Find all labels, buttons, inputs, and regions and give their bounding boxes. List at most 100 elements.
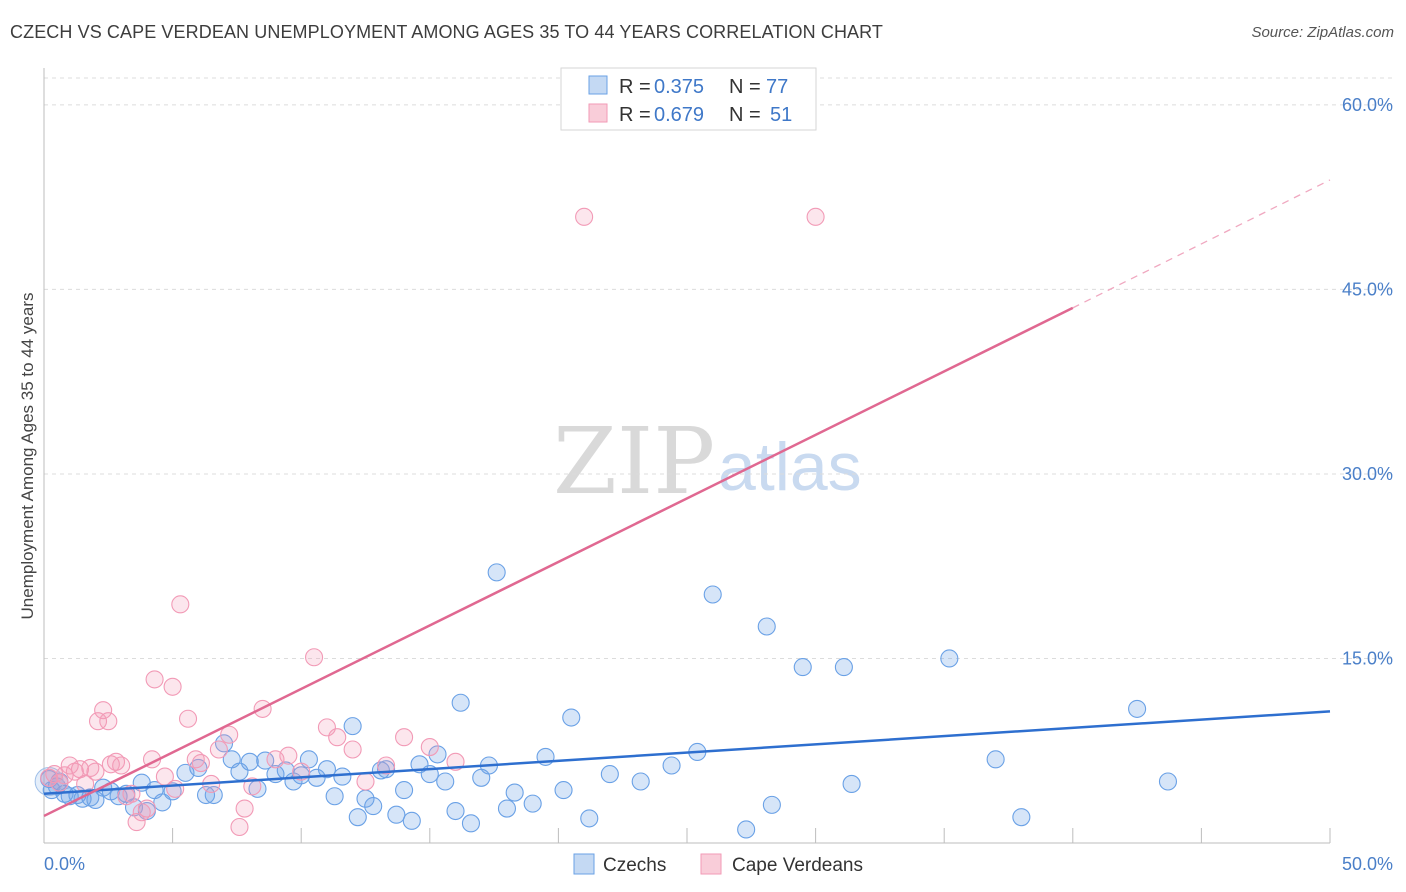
cape-verdean-point (112, 756, 131, 775)
czech-point (793, 658, 812, 677)
cape-verdean-point (806, 207, 825, 226)
czech-point (428, 745, 447, 764)
czech-point (1128, 699, 1147, 718)
legend-n-value-czech: 77 (766, 76, 788, 98)
czech-point (395, 781, 414, 800)
cape-verdean-point (235, 799, 254, 818)
cape-verdean-trend-extension (1072, 179, 1331, 309)
czech-point (364, 797, 383, 816)
legend-r-label-cape: R = (619, 104, 651, 126)
source-label: Source: ZipAtlas.com (1251, 24, 1394, 41)
cape-verdean-point (395, 728, 414, 747)
legend-n-label-czech: N = (729, 76, 761, 98)
y-ticks: 15.0% 30.0% 45.0% 60.0% (1342, 95, 1393, 669)
legend-r-value-cape: 0.679 (654, 104, 704, 126)
cape-verdean-point (220, 725, 239, 744)
watermark-atlas: atlas (718, 429, 862, 505)
cape-verdean-point (171, 595, 190, 614)
czech-point (600, 765, 619, 784)
cape-verdean-point (127, 813, 146, 832)
watermark-zip: ZIP (553, 408, 715, 515)
grid-lines (44, 77, 1392, 659)
y-tick-label: 60.0% (1342, 95, 1393, 115)
czech-point (163, 782, 182, 801)
cape-verdean-point (377, 756, 396, 775)
czech-point (703, 585, 722, 604)
czech-point (497, 799, 517, 818)
y-tick-label: 15.0% (1342, 648, 1393, 668)
cape-verdean-trend-line (43, 306, 1074, 818)
trend-lines (43, 179, 1331, 818)
series-swatch-cape-verdeans (700, 853, 722, 875)
czech-point (834, 658, 853, 677)
czech-point (333, 767, 352, 786)
cape-verdean-point (420, 737, 439, 757)
czech-point (325, 787, 344, 806)
czech-point (523, 794, 542, 813)
czech-trend-line (43, 710, 1331, 796)
czech-point (451, 693, 470, 712)
czech-point (196, 785, 216, 805)
czech-point (762, 795, 781, 814)
cape-verdean-point (166, 779, 185, 798)
cape-verdean-point (145, 670, 164, 689)
legend-swatch-cape (588, 103, 608, 123)
series-legend: Czechs Cape Verdeans (573, 853, 863, 876)
legend-n-value-cape: 51 (770, 104, 792, 126)
cape-verdean-point (99, 712, 118, 731)
x-ticks: 0.0% 50.0% (44, 828, 1393, 874)
czech-point (505, 783, 524, 802)
cape-verdean-point (575, 207, 594, 226)
cape-verdean-point (137, 799, 156, 818)
cape-verdean-points (40, 207, 825, 837)
czech-point (317, 760, 336, 779)
cape-verdean-point (356, 772, 375, 791)
czech-point (402, 811, 421, 830)
cape-verdean-point (230, 817, 249, 837)
cape-verdean-point (305, 648, 324, 667)
czech-point (343, 717, 362, 736)
correlation-legend: R = 0.375 N = 77 R = 0.679 N = 51 (560, 67, 817, 131)
czech-point (737, 820, 756, 839)
legend-r-label-czech: R = (619, 76, 651, 98)
cape-verdean-point (65, 762, 84, 781)
czech-point (986, 750, 1005, 769)
czech-point (662, 756, 681, 775)
czech-point (554, 781, 573, 800)
cape-verdean-point (191, 753, 210, 773)
czech-point (1012, 808, 1031, 827)
czech-point (461, 814, 481, 833)
czech-point (487, 563, 506, 582)
legend-r-value-czech: 0.375 (654, 76, 704, 98)
y-tick-label: 30.0% (1342, 464, 1393, 484)
czech-point (842, 774, 861, 794)
czech-point (757, 617, 776, 636)
cape-verdean-point (163, 677, 182, 696)
cape-verdean-point (209, 740, 228, 759)
cape-verdean-point (94, 701, 113, 720)
x-tick-label: 50.0% (1342, 854, 1393, 874)
cape-verdean-point (86, 762, 105, 781)
legend-n-label-cape: N = (729, 104, 761, 126)
czech-point (436, 772, 455, 791)
series-label-cape-verdeans: Cape Verdeans (732, 855, 863, 876)
x-tick-label: 0.0% (44, 854, 85, 874)
czech-points (34, 563, 1178, 839)
series-label-czechs: Czechs (603, 855, 666, 876)
czech-point (348, 808, 367, 827)
y-tick-label: 45.0% (1342, 279, 1393, 299)
czech-point (1158, 772, 1178, 791)
czech-point (387, 805, 406, 824)
cape-verdean-point (243, 777, 262, 796)
cape-verdean-point (88, 712, 108, 731)
cape-verdean-point (178, 709, 198, 728)
series-swatch-czechs (573, 853, 595, 875)
czech-point (580, 809, 599, 828)
czech-point (204, 785, 223, 805)
czech-point (631, 772, 650, 791)
czech-point (562, 708, 581, 727)
cape-verdean-point (55, 766, 74, 785)
chart-title: CZECH VS CAPE VERDEAN UNEMPLOYMENT AMONG… (10, 22, 884, 42)
czech-point (446, 801, 465, 821)
